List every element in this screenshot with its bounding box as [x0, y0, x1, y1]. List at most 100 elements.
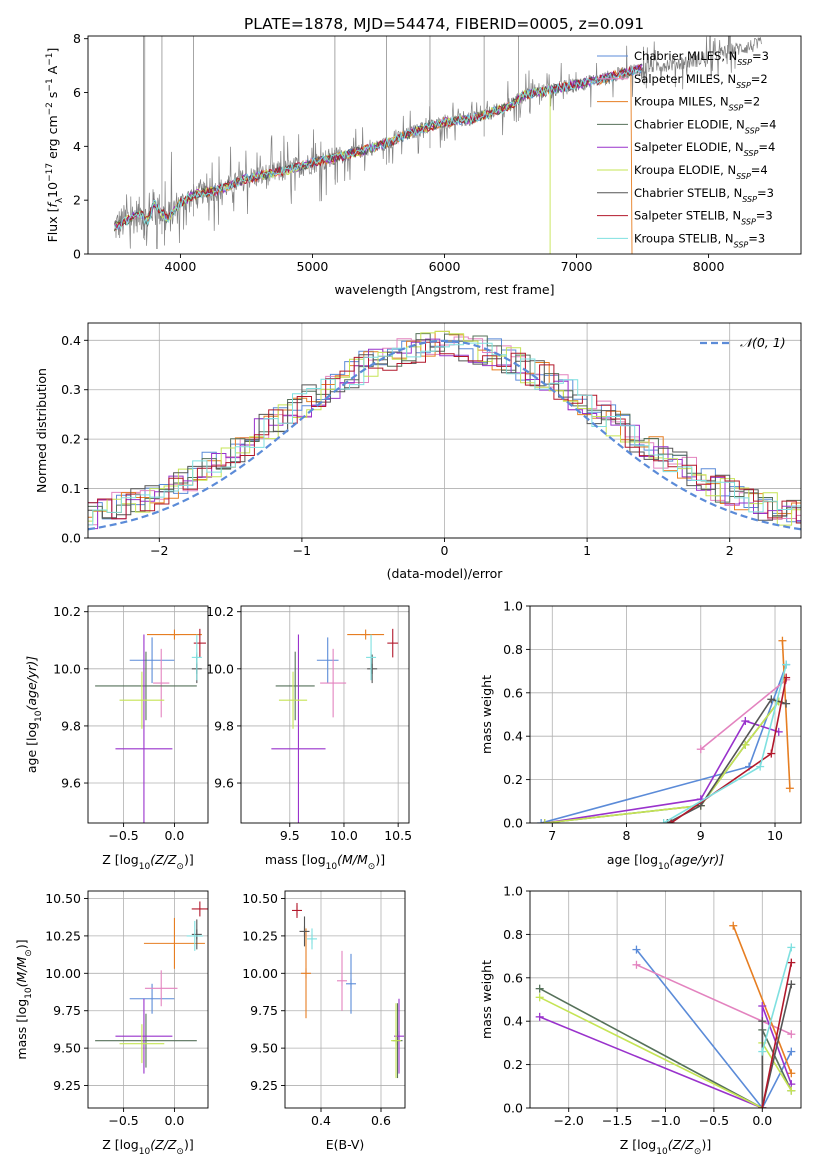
plot-area — [271, 628, 399, 823]
y-tick-label: 0.8 — [503, 642, 523, 657]
y-tick-label: 10.50 — [45, 891, 81, 906]
x-tick-label: 7000 — [561, 259, 593, 274]
model-spectrum-kroupa-stelib — [113, 65, 643, 230]
y-tick-label: 0.8 — [503, 927, 523, 942]
x-tick-label: −1.0 — [650, 1113, 680, 1128]
y-tick-label: 4 — [73, 139, 81, 154]
x-tick-label: 10.0 — [330, 828, 358, 843]
x-axis-label-part: E(B-V) — [326, 1137, 365, 1152]
axes-frame — [529, 605, 802, 824]
y-tick-label: 8 — [73, 31, 81, 46]
errorbar-chabrier-stelib — [299, 916, 310, 947]
x-axis-label-part: 10 — [139, 1147, 151, 1157]
series-line — [544, 720, 779, 823]
errorbar-kroupa-stelib — [186, 920, 203, 951]
normal-distribution-curve — [88, 339, 801, 531]
y-tick-label: 0.4 — [503, 729, 523, 744]
y-tick-label: 9.6 — [61, 776, 81, 791]
y-tick-label: 1.0 — [503, 884, 523, 899]
legend-label-count: =3 — [757, 186, 774, 200]
x-axis-label: (data-model)/error — [387, 566, 504, 581]
x-axis-label-part: ⊙ — [368, 862, 376, 872]
y-axis-label-part: erg cm — [45, 115, 60, 163]
plot-area — [113, 36, 762, 254]
legend-label: Kroupa STELIB, NSSP=3 — [634, 231, 765, 249]
x-axis-label-part: ⊙ — [694, 1147, 702, 1157]
y-axis-label: Normed distribution — [34, 368, 49, 493]
x-axis-label-part: Z [log — [102, 1137, 138, 1152]
errorbar-salpeter-miles — [320, 648, 347, 718]
legend-label-subscript: SSP — [741, 217, 756, 226]
y-tick-label: 0.4 — [503, 1014, 523, 1029]
legend-entry-kroupa-stelib: Kroupa STELIB, NSSP=3 — [597, 231, 765, 249]
y-tick-label: 10.2 — [53, 604, 81, 619]
y-tick-label: 10.2 — [206, 604, 234, 619]
legend-label-text: Kroupa MILES, N — [634, 95, 729, 109]
axes-frame — [87, 605, 209, 824]
errorbar-chabrier-stelib — [367, 654, 378, 684]
y-tick-label: 0.2 — [503, 772, 523, 787]
legend-entry-kroupa-elodie: Kroupa ELODIE, NSSP=4 — [597, 163, 768, 181]
x-tick-label: 0 — [441, 543, 449, 558]
y-axis-label-part: age [log — [24, 722, 39, 773]
legend-label-text: Kroupa ELODIE, N — [634, 163, 736, 177]
errorbar-salpeter-miles — [153, 648, 170, 718]
errorbar-kroupa-elodie — [119, 1024, 165, 1064]
y-tick-label: 0.6 — [503, 685, 523, 700]
legend-label-text: Chabrier STELIB, N — [634, 186, 742, 200]
x-tick-label: −0.5 — [108, 1113, 138, 1128]
errorbar-salpeter-stelib — [387, 628, 399, 658]
legend-label: Salpeter STELIB, NSSP=3 — [634, 209, 773, 227]
legend-label: Chabrier ELODIE, NSSP=4 — [634, 117, 776, 135]
y-tick-label: 2 — [73, 193, 81, 208]
legend-label-subscript: SSP — [744, 149, 759, 158]
y-axis-label-part: Flux [ — [45, 208, 60, 243]
x-axis-label-part: ⊙ — [176, 862, 184, 872]
y-tick-label: 0.4 — [61, 333, 81, 348]
errorbar-chabrier-elodie — [95, 1013, 197, 1068]
y-axis-label-part: 10 — [45, 182, 60, 198]
x-axis-label-part: )] — [375, 852, 385, 867]
x-tick-label: 7 — [548, 828, 556, 843]
axes-frame — [240, 605, 410, 824]
y-tick-label: 10.0 — [206, 661, 234, 676]
x-axis-label-part: )] — [184, 852, 194, 867]
legend-entry-salpeter-miles: Salpeter MILES, NSSP=2 — [597, 72, 768, 89]
legend-label: Kroupa ELODIE, NSSP=4 — [634, 163, 768, 181]
series-kroupa-miles — [778, 636, 794, 793]
axes: 4000 5000 6000 7000 8000 0 2 4 6 8 — [73, 31, 802, 274]
y-axis-label-part: A — [45, 65, 60, 78]
y-tick-label: 9.50 — [53, 1041, 81, 1056]
y-axis-label-part: )] — [14, 939, 29, 949]
legend-label-text: Salpeter STELIB, N — [634, 209, 741, 223]
grid — [88, 606, 208, 823]
spectrum-panel: 4000 5000 6000 7000 8000 0 2 4 6 8 Flux [fλ10−17 e… — [45, 31, 802, 297]
y-tick-label: 0.0 — [503, 816, 523, 831]
y-tick-label: 10.00 — [45, 966, 81, 981]
y-axis-label-part: mass [log — [14, 999, 29, 1060]
y-tick-label: 10.50 — [242, 891, 278, 906]
axes-frame — [284, 890, 406, 1109]
series-line — [544, 701, 780, 823]
y-tick-label: 10.00 — [242, 966, 278, 981]
plot-area — [292, 902, 404, 1079]
x-axis-label-part: ⊙ — [176, 1147, 184, 1157]
x-axis-label-part: mass [log — [265, 852, 326, 867]
x-tick-label: −0.5 — [699, 1113, 729, 1128]
series-line — [700, 679, 787, 750]
y-tick-label: 9.75 — [250, 1003, 278, 1018]
x-axis-label: Z [log10(Z/Z⊙)] — [102, 852, 193, 872]
legend-entry-chabrier-stelib: Chabrier STELIB, NSSP=3 — [597, 186, 774, 203]
x-tick-label: 8000 — [693, 259, 725, 274]
x-tick-label: 10.5 — [384, 828, 412, 843]
mass-vs-metallicity-panel: −0.5 0.0 9.25 9.50 9.75 10.00 10.25 10.50 Z [log… — [14, 890, 209, 1157]
legend-label: Salpeter ELODIE, NSSP=4 — [634, 140, 775, 158]
x-tick-label: 0.0 — [164, 828, 184, 843]
series-kroupa-stelib — [758, 943, 796, 1056]
axes: 9.5 10.0 10.5 9.6 9.8 10.0 10.2 — [206, 604, 412, 843]
plot-area — [95, 628, 206, 823]
errorbar-chabrier-stelib — [191, 919, 202, 950]
y-tick-label: 9.25 — [53, 1078, 81, 1093]
